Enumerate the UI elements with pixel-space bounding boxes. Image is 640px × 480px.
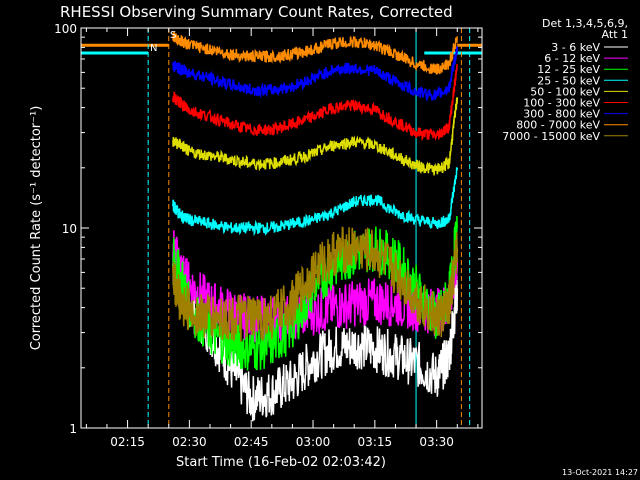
axis-layer: 02:15 02:30 02:45 03:00 03:15 03:30 1 10 100 — [54, 22, 482, 449]
legend-label-4: 50 - 100 keV — [530, 85, 600, 98]
x-tick-label-4: 03:15 — [358, 435, 393, 449]
legend-label-1: 6 - 12 keV — [544, 52, 600, 65]
x-axis-label: Start Time (16-Feb-02 02:03:42) — [176, 455, 386, 470]
series-line-8 — [172, 226, 459, 342]
y-axis-label: Corrected Count Rate (s⁻¹ detector⁻¹) — [29, 106, 44, 351]
legend-label-6: 300 - 800 keV — [523, 108, 600, 121]
x-tick-label-2: 02:45 — [234, 435, 269, 449]
legend-label-2: 12 - 25 keV — [537, 63, 600, 76]
x-tick-label-1: 02:30 — [172, 435, 207, 449]
series-line-5 — [172, 64, 459, 142]
series-line-3 — [172, 167, 459, 237]
series-line-4 — [172, 97, 459, 176]
annotation-s: S — [170, 30, 176, 41]
y-tick-label-1: 10 — [62, 222, 77, 236]
legend-header-line1: Det 1,3,4,5,6,9, — [542, 17, 628, 30]
annotation-n: N — [150, 43, 157, 54]
legend-label-7: 800 - 7000 keV — [516, 119, 600, 132]
timestamp: 13-Oct-2021 14:27 — [562, 468, 638, 477]
legend-label-8: 7000 - 15000 keV — [502, 130, 600, 143]
chart-title: RHESSI Observing Summary Count Rates, Co… — [60, 3, 453, 21]
legend-label-3: 25 - 50 keV — [537, 74, 600, 87]
y-tick-label-2: 100 — [54, 22, 77, 36]
legend-label-5: 100 - 300 keV — [523, 97, 600, 110]
y-tick-label-0: 1 — [69, 422, 77, 436]
series-line-6 — [172, 46, 459, 103]
data-layer — [81, 28, 482, 428]
x-tick-label-3: 03:00 — [296, 435, 331, 449]
legend-header-line2: Att 1 — [602, 28, 628, 41]
legend-label-0: 3 - 6 keV — [551, 41, 600, 54]
series-line-7 — [172, 31, 459, 75]
x-tick-label-0: 02:15 — [110, 435, 145, 449]
x-tick-label-5: 03:30 — [419, 435, 454, 449]
